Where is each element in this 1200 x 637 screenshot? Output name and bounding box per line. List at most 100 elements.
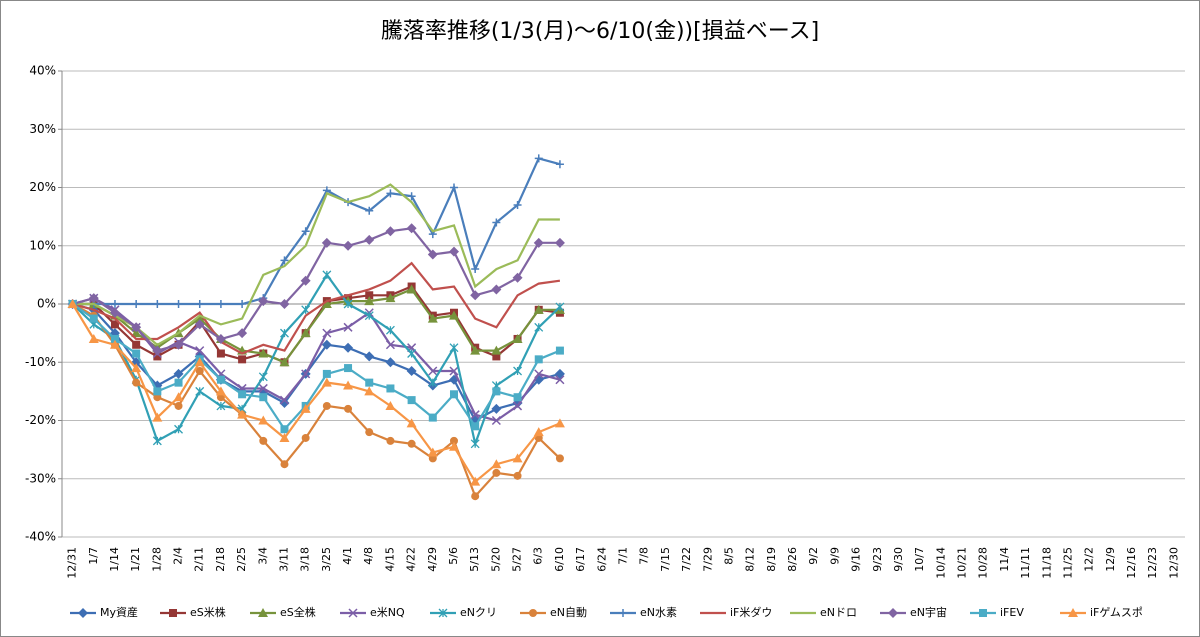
legend-label: e米NQ <box>370 606 405 619</box>
legend-label: iFゲムスポ <box>1090 606 1143 619</box>
marker <box>238 300 247 308</box>
marker <box>195 300 204 308</box>
y-tick-label: -40% <box>25 530 56 544</box>
marker <box>173 368 184 379</box>
marker <box>152 345 163 356</box>
marker <box>512 272 523 283</box>
marker <box>554 237 565 248</box>
x-tick-label: 9/16 <box>850 547 863 572</box>
marker <box>321 299 332 308</box>
marker <box>534 322 544 332</box>
marker <box>471 422 480 431</box>
series-markers <box>68 270 565 449</box>
x-tick-label: 7/15 <box>659 547 672 572</box>
x-tick-label: 9/2 <box>807 547 820 565</box>
marker <box>173 392 184 402</box>
marker <box>88 333 99 343</box>
x-tick-label: 12/31 <box>66 547 79 579</box>
marker <box>385 400 396 410</box>
marker <box>364 311 374 321</box>
legend-label: My資産 <box>100 606 138 619</box>
series-line <box>71 303 561 484</box>
marker <box>427 447 438 457</box>
marker <box>343 342 354 353</box>
marker <box>258 383 268 393</box>
legend-label: eN水素 <box>640 606 677 619</box>
x-tick-label: 10/7 <box>913 547 926 572</box>
x-tick-label: 7/29 <box>701 547 714 572</box>
series-line <box>72 261 561 355</box>
marker <box>279 395 290 405</box>
marker <box>386 436 395 445</box>
marker <box>470 439 480 449</box>
marker <box>491 415 501 426</box>
x-tick-label: 1/7 <box>87 547 100 565</box>
x-tick-label: 7/1 <box>617 547 630 565</box>
marker <box>491 345 502 355</box>
x-tick-label: 6/3 <box>532 547 545 565</box>
marker <box>365 291 374 300</box>
marker <box>132 300 141 308</box>
x-tick-label: 1/28 <box>150 547 163 572</box>
x-tick-label: 11/25 <box>1061 547 1074 579</box>
marker <box>492 468 501 477</box>
marker <box>555 160 564 169</box>
x-tick-label: 11/4 <box>998 547 1011 572</box>
marker <box>216 349 225 358</box>
x-tick-label: 7/8 <box>638 547 651 565</box>
legend-label: iFEV <box>1000 606 1024 619</box>
legend-label: eS米株 <box>190 605 226 619</box>
x-tick-label: 3/11 <box>277 547 290 572</box>
x-tick-label: 8/26 <box>786 547 799 572</box>
marker <box>364 296 375 306</box>
marker <box>258 372 268 382</box>
x-tick-label: 6/10 <box>553 547 566 572</box>
y-tick-label: 10% <box>29 238 56 252</box>
marker <box>365 378 374 387</box>
marker <box>512 453 523 463</box>
marker <box>280 256 289 265</box>
marker <box>88 293 99 304</box>
marker <box>555 302 565 312</box>
marker <box>513 200 522 209</box>
y-tick-label: 30% <box>29 122 56 136</box>
marker <box>470 345 481 355</box>
marker <box>132 349 141 358</box>
marker <box>407 439 416 448</box>
marker <box>169 609 177 617</box>
marker <box>132 378 141 387</box>
marker <box>238 355 247 364</box>
x-tick-label: 11/11 <box>1019 547 1032 579</box>
marker <box>449 343 459 353</box>
x-tick-label: 9/9 <box>828 547 841 565</box>
marker <box>110 320 119 329</box>
marker <box>89 314 98 323</box>
marker <box>428 366 438 376</box>
marker <box>237 409 248 419</box>
marker <box>534 355 543 364</box>
marker <box>449 390 458 399</box>
marker <box>195 346 205 356</box>
marker <box>301 227 310 236</box>
x-tick-label: 12/23 <box>1146 547 1159 579</box>
x-tick-label: 10/14 <box>934 547 947 579</box>
x-tick-label: 10/21 <box>956 547 969 579</box>
marker <box>385 340 395 350</box>
x-tick-label: 2/25 <box>235 547 248 572</box>
marker <box>470 290 481 301</box>
marker <box>110 334 119 343</box>
legend-label: iF米ダウ <box>730 605 772 619</box>
marker <box>406 223 417 234</box>
marker <box>513 393 522 402</box>
marker <box>343 299 353 309</box>
x-tick-label: 5/6 <box>447 547 460 565</box>
x-tick-label: 8/19 <box>765 547 778 572</box>
marker <box>67 299 78 308</box>
marker <box>279 398 290 409</box>
marker <box>492 387 501 396</box>
marker <box>258 415 269 425</box>
marker <box>109 307 120 318</box>
marker <box>407 396 416 405</box>
x-tick-label: 11/18 <box>1040 547 1053 579</box>
